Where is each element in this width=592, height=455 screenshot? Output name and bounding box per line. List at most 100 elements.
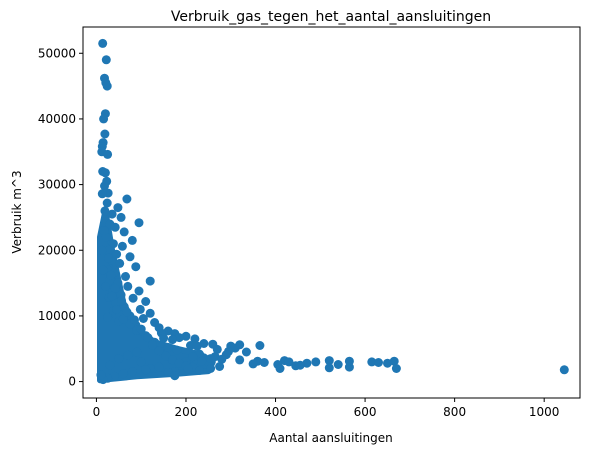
scatter-point [123,281,133,291]
scatter-point [110,283,120,293]
scatter-point [98,265,108,275]
x-tick-label: 400 [264,405,287,419]
scatter-point [100,281,110,291]
scatter-point [170,371,180,381]
scatter-point [284,357,294,367]
y-tick-label: 40000 [38,112,76,126]
scatter-point [101,55,111,65]
scatter-point [104,245,114,255]
scatter-point [147,340,157,350]
scatter-point [190,334,200,344]
scatter-point [101,78,111,88]
scatter-point [163,342,173,352]
scatter-point [107,209,117,219]
scatter-point [112,249,122,259]
scatter-point [559,365,569,375]
scatter-point [110,222,120,232]
scatter-point [181,331,191,341]
scatter-point [154,362,164,372]
x-tick-label: 200 [175,405,198,419]
scatter-point [117,296,126,306]
scatter-point [99,226,109,236]
scatter-point [311,357,321,367]
scatter-point [391,364,401,373]
scatter-point [141,365,151,375]
scatter-point [159,333,169,343]
y-tick-label: 10000 [38,309,76,323]
scatter-point [103,312,113,322]
scatter-point [114,354,124,364]
plot-frame [82,26,581,399]
scatter-point [100,206,110,216]
scatter-point [367,357,377,367]
scatter-point [102,198,112,208]
chart-title: Verbruik_gas_tegen_het_aantal_aansluitin… [171,9,491,25]
scatter-point [138,314,148,323]
scatter-point [97,245,107,255]
scatter-point [127,235,137,245]
scatter-point [136,357,146,367]
scatter-point [112,304,122,314]
scatter-point [374,358,383,367]
scatter-point [324,363,334,373]
scatter-point [154,346,164,356]
scatter-point [172,345,182,355]
scatter-point [324,356,334,366]
scatter-point [168,335,177,345]
scatter-point [163,367,173,377]
scatter-point [143,333,153,343]
scatter-point [134,286,144,296]
x-tick-label: 600 [354,405,377,419]
x-tick-label: 1000 [529,405,560,419]
scatter-point [344,356,354,366]
scatter-point [217,354,227,364]
scatter-point [241,347,251,357]
scatter-point [115,258,125,268]
scatter-point [192,341,202,351]
scatter-point [113,203,123,213]
y-tick-label: 0 [68,375,76,389]
scatter-point [197,356,207,366]
scatter-point [97,189,107,199]
scatter-point [275,364,285,373]
scatter-points [96,38,569,385]
scatter-point [117,241,127,251]
scatter-point [212,344,222,354]
scatter-point [134,218,144,228]
scatter-point [183,364,193,374]
scatter-point [174,333,184,343]
scatter-point [295,360,305,370]
scatter-point [145,308,155,318]
scatter-point [230,343,240,353]
scatter-point [188,352,198,362]
scatter-point [125,252,135,262]
scatter-point [118,369,128,379]
scatter-point [98,38,108,48]
scatter-point [122,307,132,317]
scatter-point [99,114,109,124]
scatter-point [122,194,132,204]
scatter-point [194,365,204,375]
scatter-point [333,360,343,369]
scatter-point [121,272,130,281]
scatter-point [168,355,177,365]
scatter-point [118,314,128,324]
x-axis-title: Aantal aansluitingen [269,431,392,445]
scatter-point [131,262,141,272]
scatter-point [96,370,106,380]
scatter-point [259,358,269,367]
scatter-point [206,354,216,364]
scatter-point [108,239,118,249]
x-tick-label: 800 [443,405,466,419]
x-axis-ticks: 0 200 400 600 800 1000 [93,398,560,419]
y-tick-label: 20000 [38,243,76,257]
scatter-point [215,362,225,371]
scatter-point [235,355,245,365]
scatter-point [141,297,151,306]
scatter-point [132,347,142,357]
y-axis-ticks: 0 10000 20000 30000 40000 50000 [38,46,83,389]
y-axis-title: Verbruik m^3 [10,170,24,253]
y-tick-label: 50000 [38,46,76,60]
scatter-point [106,270,116,280]
